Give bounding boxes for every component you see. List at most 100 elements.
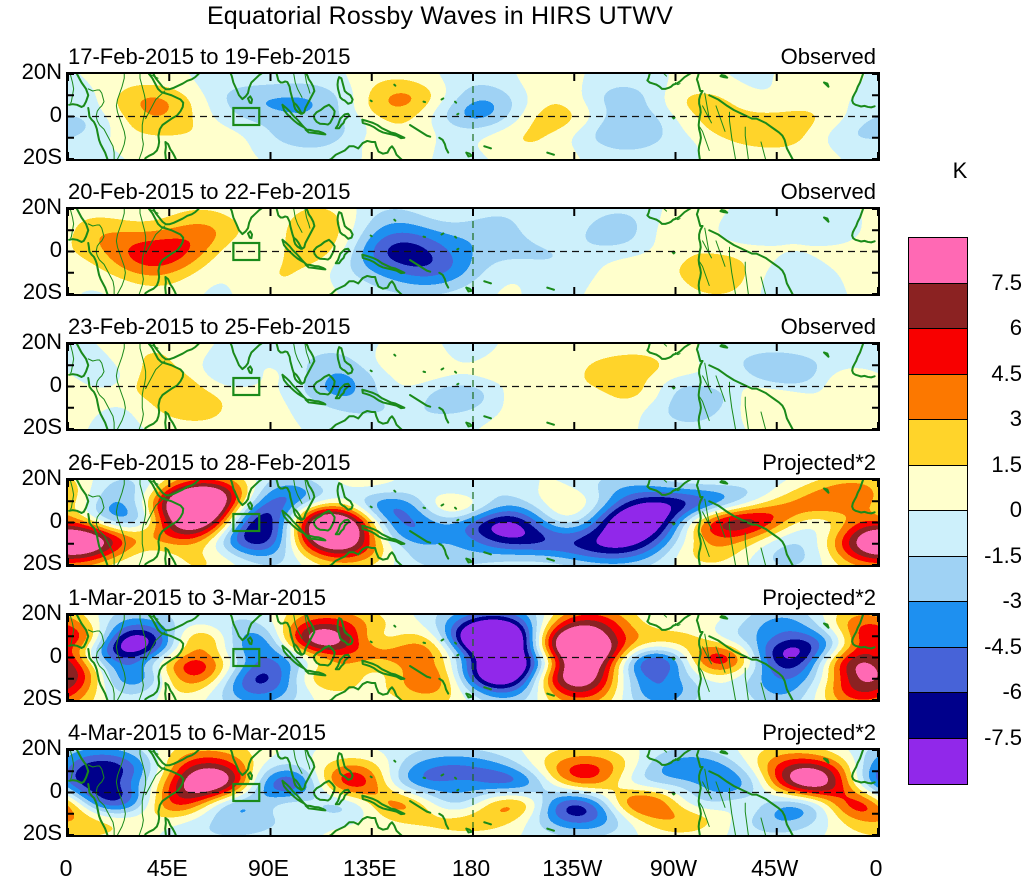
- country-border: [145, 496, 166, 526]
- panel-date-range: 17-Feb-2015 to 19-Feb-2015: [68, 44, 351, 69]
- coastline: [697, 360, 704, 429]
- coastline: [247, 230, 254, 240]
- country-border: [704, 498, 710, 526]
- coastline: [301, 480, 316, 521]
- coastline: [229, 750, 295, 780]
- coastline: [393, 489, 397, 493]
- coastline: [304, 534, 327, 542]
- coastline: [456, 788, 460, 792]
- coastline: [328, 280, 360, 294]
- panel-date-range: 4-Mar-2015 to 6-Mar-2015: [68, 720, 327, 745]
- panel-header: 20-Feb-2015 to 22-Feb-2015 Observed: [66, 179, 876, 205]
- country-border: [704, 768, 710, 796]
- country-border: [304, 74, 311, 94]
- country-border: [87, 88, 115, 159]
- coastline: [164, 141, 177, 159]
- coastline: [144, 480, 185, 565]
- colorbar-band: [909, 238, 967, 284]
- country-border: [115, 74, 126, 159]
- country-border: [69, 615, 75, 645]
- colorbar-band: [909, 602, 967, 648]
- country-border: [115, 480, 126, 565]
- country-border: [699, 126, 710, 151]
- country-border: [704, 362, 710, 390]
- country-border: [304, 344, 311, 364]
- coastline: [152, 615, 200, 632]
- coastline: [304, 128, 327, 136]
- coastline: [229, 480, 295, 510]
- y-axis-tick-label: 0: [49, 101, 62, 127]
- country-border: [145, 225, 166, 255]
- panel-data-kind: Observed: [780, 179, 876, 204]
- coastline: [393, 353, 397, 357]
- colorbar-tick-label: 1.5: [991, 451, 1022, 477]
- coastline: [144, 615, 185, 700]
- coastline: [646, 615, 704, 633]
- coastline: [719, 344, 729, 349]
- coastline: [361, 524, 406, 546]
- coastline: [334, 653, 351, 671]
- coastline: [247, 636, 254, 646]
- coastline: [454, 641, 458, 645]
- coastline: [465, 692, 473, 699]
- coastline: [87, 107, 109, 159]
- coastline: [646, 750, 704, 768]
- country-border: [729, 517, 737, 565]
- y-axis-tick-label: 20N: [21, 329, 62, 354]
- coastline: [312, 644, 336, 667]
- colorbar-tick-label: 3: [1009, 406, 1022, 431]
- y-axis-tick-label: 20N: [21, 194, 62, 219]
- coastline: [708, 635, 794, 700]
- y-axis-tick-label: 20S: [22, 279, 62, 304]
- coastline: [164, 547, 177, 565]
- country-border: [304, 480, 311, 500]
- panel-map-area: [66, 342, 880, 431]
- country-border: [744, 126, 749, 159]
- coastline: [456, 112, 460, 116]
- country-border: [715, 240, 726, 267]
- coastline: [823, 216, 830, 223]
- region-box-marker: [232, 376, 261, 397]
- coastline: [409, 259, 432, 273]
- country-border: [87, 223, 115, 294]
- country-border: [702, 240, 712, 259]
- coastline: [456, 247, 460, 251]
- country-border: [293, 344, 303, 368]
- coastline: [312, 238, 336, 261]
- country-border: [115, 615, 126, 700]
- coastline: [152, 209, 200, 226]
- country-border: [145, 360, 166, 390]
- country-border: [69, 209, 75, 239]
- country-border: [87, 764, 115, 835]
- coastline: [409, 124, 432, 138]
- coastline: [393, 218, 397, 222]
- y-axis-tick-label: 20N: [21, 735, 62, 760]
- country-border: [138, 209, 147, 294]
- coastline: [68, 750, 876, 785]
- coastline: [357, 409, 403, 429]
- country-border: [760, 141, 767, 159]
- coastline: [719, 750, 729, 755]
- y-axis-tick-label: 20N: [21, 465, 62, 490]
- panel-data-kind: Projected*2: [762, 720, 876, 745]
- country-border: [87, 358, 115, 429]
- coastline: [144, 74, 185, 159]
- coastline: [247, 501, 254, 511]
- coastline: [152, 750, 200, 767]
- coastline: [144, 209, 185, 294]
- country-border: [729, 246, 737, 294]
- country-border: [293, 209, 303, 233]
- coastline: [708, 229, 794, 294]
- coastline: [719, 209, 729, 214]
- coastline: [301, 209, 316, 250]
- map-overlay: [68, 209, 878, 294]
- coastline: [304, 669, 327, 677]
- y-axis-tick-label: 0: [49, 507, 62, 533]
- country-border: [699, 532, 710, 557]
- coastline: [68, 209, 876, 244]
- colorbar-unit-label: K: [952, 158, 968, 183]
- country-border: [663, 344, 667, 347]
- coastline: [312, 779, 336, 802]
- country-border: [729, 111, 737, 159]
- country-border: [663, 209, 667, 212]
